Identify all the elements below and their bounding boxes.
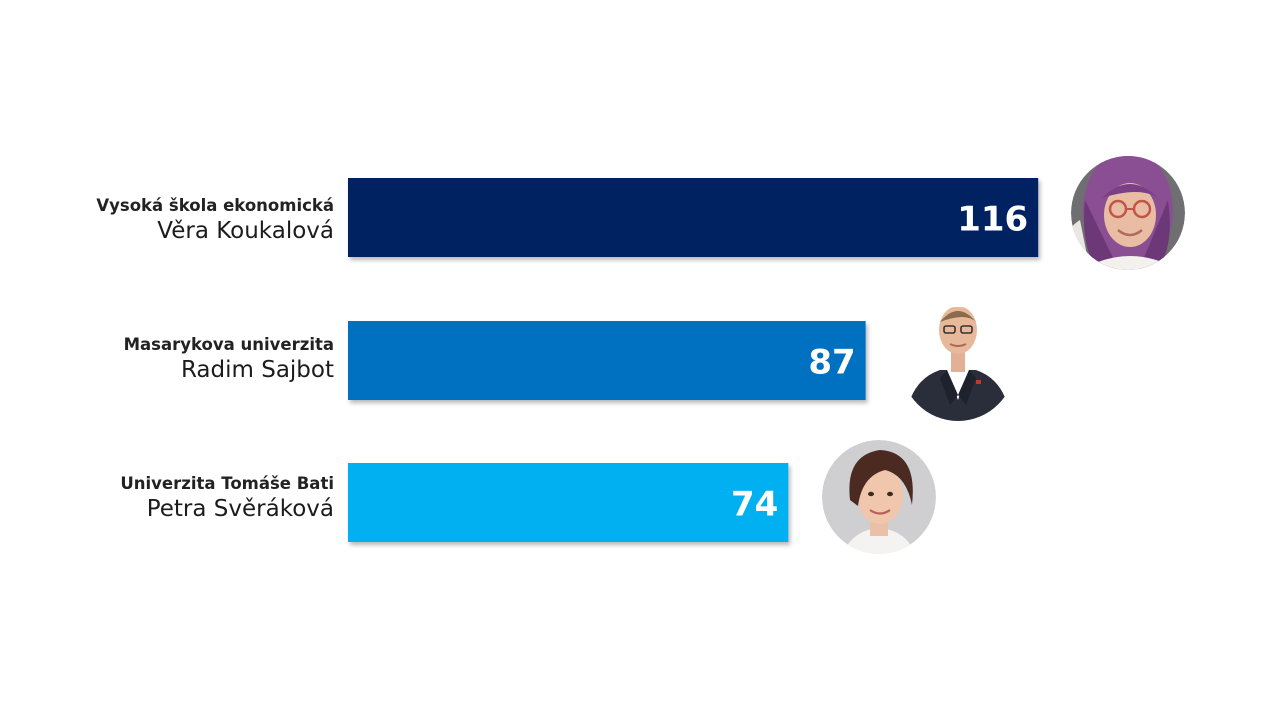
university-name: Vysoká škola ekonomická [96,196,334,215]
bar-2 [348,463,789,542]
bar-0 [348,178,1039,257]
person-name: Radim Sajbot [180,357,334,383]
university-name: Univerzita Tomáše Bati [120,474,334,493]
person-name: Petra Svěráková [146,496,334,522]
photo-avatar-purple-hair [1071,156,1185,270]
data-label-1: 87 [808,343,855,383]
data-label-2: 74 [731,485,778,525]
university-name: Masarykova univerzita [123,335,334,354]
photo-avatar-man-suit [901,307,1015,421]
person-name: Věra Koukalová [157,218,334,244]
avatars-layer [822,156,1185,554]
photo-avatar-woman-short-hair [822,440,936,554]
category-label-2: Univerzita Tomáše Bati Petra Svěráková [120,474,334,524]
bars-layer: 116 87 74 [348,178,1039,542]
data-label-0: 116 [957,200,1028,240]
bar-1 [348,321,866,400]
category-label-1: Masarykova univerzita Radim Sajbot [124,335,334,385]
category-label-0: Vysoká škola ekonomická Věra Koukalová [96,196,334,246]
